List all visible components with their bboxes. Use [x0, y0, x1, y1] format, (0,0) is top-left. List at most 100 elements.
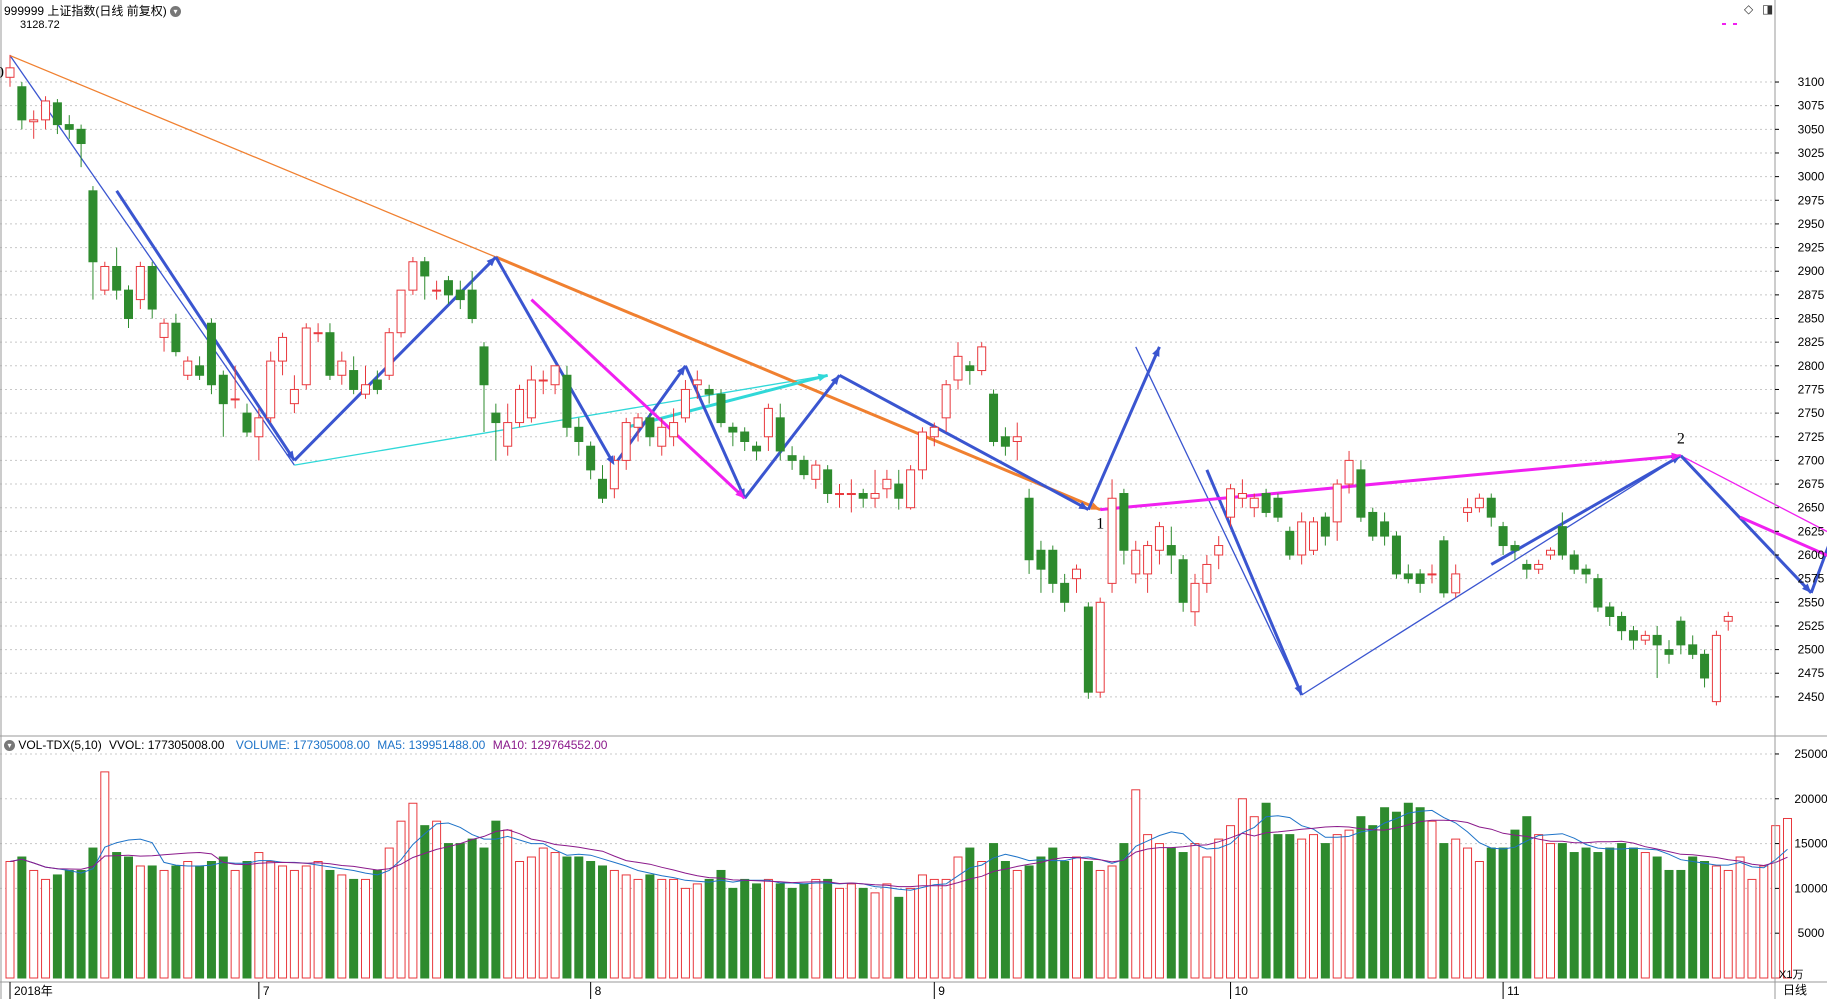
volume-bar	[645, 874, 655, 979]
volume-bar	[574, 856, 584, 979]
price-tick-label: 2975	[1798, 193, 1825, 207]
ma10-line	[9, 819, 1788, 888]
volume-bar	[1569, 852, 1579, 979]
volume-tick-label: 20000	[1794, 792, 1827, 806]
candle-body	[1000, 436, 1010, 447]
candle-body	[1581, 568, 1591, 575]
price-tick-label: 2875	[1798, 288, 1825, 302]
candle-body	[1486, 497, 1496, 518]
price-tick-label: 2950	[1798, 217, 1825, 231]
wave-label: 2	[1677, 430, 1685, 447]
candle-body	[823, 469, 833, 495]
candle-body	[1510, 545, 1520, 551]
volume-bar	[1344, 829, 1354, 979]
candle-body	[1012, 436, 1022, 442]
grid	[0, 81, 1775, 934]
wave-label: 1	[1096, 516, 1104, 533]
volume-bar	[562, 856, 572, 979]
blue-arrow	[1490, 454, 1682, 566]
candle-body	[254, 417, 264, 438]
candle-body	[372, 379, 382, 390]
candle-body	[1498, 526, 1508, 547]
volume-bar	[1024, 865, 1034, 979]
volume-bar	[147, 865, 157, 979]
volume-bar	[52, 874, 62, 979]
volume-bar	[515, 861, 525, 979]
candle-body	[1593, 578, 1603, 608]
diamond-icon[interactable]: ◇	[1744, 2, 1754, 16]
blue-arrow	[494, 256, 616, 466]
candle-body	[313, 332, 323, 335]
price-tick-label: 2800	[1798, 359, 1825, 373]
volume-bar	[301, 865, 311, 979]
volume-bar	[1012, 869, 1022, 979]
wave-label: 0	[0, 64, 4, 81]
panel-toggle-icon[interactable]: ◨	[1762, 2, 1774, 16]
volume-bar	[1083, 861, 1093, 979]
volume-bar	[1403, 802, 1413, 979]
volume-bar	[1522, 816, 1532, 979]
candle-body	[1131, 549, 1141, 575]
volume-tick-label: 10000	[1794, 881, 1827, 895]
volume-ma-lines	[9, 809, 1788, 891]
candle-body	[218, 374, 228, 405]
magenta-thin-line	[1680, 455, 1827, 533]
volume-bar	[361, 878, 370, 979]
magenta-arrow-head	[735, 489, 745, 499]
volume-bar	[41, 878, 51, 979]
candle-body	[1628, 630, 1638, 641]
volume-bar	[1249, 816, 1259, 979]
candle-body	[716, 393, 726, 424]
magenta-arrow	[530, 298, 746, 500]
candle-body	[1273, 497, 1283, 518]
volume-bar	[467, 838, 477, 979]
candle-body	[408, 261, 418, 291]
price-tick-label: 2475	[1798, 666, 1825, 680]
candle-body	[657, 426, 667, 447]
candle-body	[1700, 653, 1710, 679]
candle-body	[1309, 521, 1318, 551]
dropdown-chevron-icon[interactable]: ▾	[170, 6, 182, 18]
candle-body	[858, 493, 868, 499]
blue-arrow-head	[286, 450, 295, 461]
candle-body	[645, 417, 655, 438]
volume-bar	[1226, 825, 1236, 979]
volume-bar	[1759, 865, 1769, 979]
candle-body	[787, 455, 797, 461]
price-tick-label: 2700	[1798, 453, 1825, 467]
candle-body	[1060, 582, 1070, 603]
volume-bar	[1474, 861, 1484, 979]
symbol-label: 999999 上证指数	[4, 4, 96, 18]
price-tick-label: 2650	[1798, 501, 1825, 515]
blue-arrow	[1679, 454, 1813, 594]
candle-body	[1095, 601, 1105, 693]
volume-bar	[1546, 843, 1555, 979]
volume-bar	[538, 847, 548, 979]
price-tick-label: 2925	[1798, 241, 1825, 255]
candle-body	[515, 388, 525, 424]
candle-body	[159, 322, 169, 338]
volume-bar	[1415, 807, 1425, 979]
volume-bar	[1131, 789, 1141, 979]
candle-body	[76, 128, 86, 145]
volume-bar	[704, 878, 714, 979]
candle-body	[455, 289, 465, 301]
volume-bar	[1451, 838, 1461, 979]
volume-bar	[1166, 847, 1176, 979]
candle-body	[1534, 563, 1544, 570]
magenta-arrow	[1100, 454, 1681, 512]
candle-body	[1190, 582, 1200, 613]
volume-bar	[1486, 847, 1496, 979]
volume-bar	[218, 856, 228, 979]
vol-chevron-icon[interactable]: ▾	[4, 740, 15, 752]
candle-body	[1320, 516, 1330, 537]
candle-body	[1178, 559, 1188, 603]
volume-bar	[337, 874, 347, 979]
candle-body	[1214, 545, 1224, 556]
cyan-arrow-head	[817, 373, 828, 382]
x-tick-label: 8	[595, 984, 602, 998]
volume-bar	[1000, 861, 1010, 979]
volume-bar	[278, 865, 288, 979]
volume-bar	[1711, 865, 1721, 979]
